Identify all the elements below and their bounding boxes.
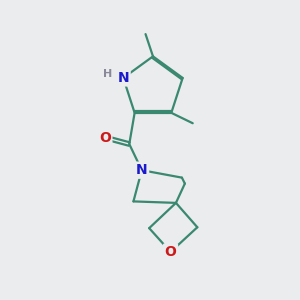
Text: O: O xyxy=(165,245,176,259)
Text: H: H xyxy=(103,69,112,80)
Text: N: N xyxy=(136,163,148,177)
Text: N: N xyxy=(118,71,129,85)
Text: O: O xyxy=(99,130,111,145)
